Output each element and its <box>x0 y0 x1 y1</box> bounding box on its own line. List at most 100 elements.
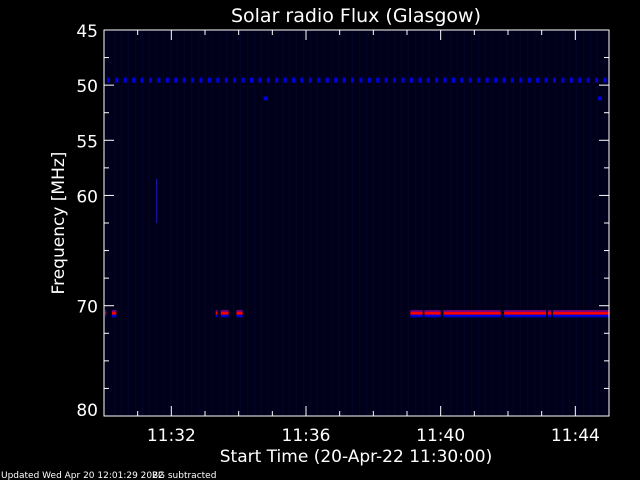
band-core <box>410 312 423 315</box>
noise-column <box>394 30 395 416</box>
periodic-dot <box>586 77 590 83</box>
band-low <box>443 314 501 317</box>
band-fringe <box>236 316 243 318</box>
periodic-dot <box>426 77 430 83</box>
periodic-dot <box>401 77 405 83</box>
periodic-dot <box>233 77 237 83</box>
periodic-dot <box>578 77 582 83</box>
noise-column <box>149 30 150 416</box>
y-tick-label: 55 <box>76 132 98 152</box>
band-core <box>220 312 229 315</box>
noise-column <box>296 30 297 416</box>
band-fringe <box>424 316 441 318</box>
noise-column <box>429 30 430 416</box>
noise-column <box>163 30 164 416</box>
band-core <box>552 312 609 315</box>
noise-column <box>205 30 206 416</box>
band-core <box>105 312 107 315</box>
band-edge <box>547 310 552 313</box>
periodic-dot <box>283 77 287 83</box>
periodic-dot <box>174 77 178 83</box>
noise-column <box>289 30 290 416</box>
noise-column <box>212 30 213 416</box>
periodic-dot <box>182 77 186 83</box>
periodic-dot <box>367 77 371 83</box>
band-low <box>424 314 441 317</box>
periodic-dot <box>468 77 472 83</box>
periodic-dot <box>115 77 119 83</box>
periodic-dot <box>216 77 220 83</box>
noise-column <box>443 30 444 416</box>
periodic-dot <box>250 77 254 83</box>
emission-spot <box>263 96 268 101</box>
noise-column <box>268 30 269 416</box>
noise-column <box>261 30 262 416</box>
noise-column <box>422 30 423 416</box>
noise-column <box>576 30 577 416</box>
noise-column <box>548 30 549 416</box>
periodic-dot <box>300 77 304 83</box>
noise-column <box>499 30 500 416</box>
noise-column <box>555 30 556 416</box>
periodic-dot <box>191 77 195 83</box>
noise-column <box>184 30 185 416</box>
noise-column <box>282 30 283 416</box>
periodic-dot <box>485 77 489 83</box>
y-tick-label: 80 <box>76 401 98 421</box>
band-low <box>236 314 243 317</box>
periodic-dot <box>409 77 413 83</box>
noise-column <box>478 30 479 416</box>
periodic-dot <box>123 77 127 83</box>
band-segment <box>552 310 609 318</box>
periodic-dot <box>149 77 153 83</box>
band-low <box>504 314 547 317</box>
band-segment <box>220 310 229 318</box>
noise-column <box>450 30 451 416</box>
band-edge <box>410 310 423 313</box>
band-edge <box>111 310 117 313</box>
periodic-dot <box>460 77 464 83</box>
periodic-dot <box>207 77 211 83</box>
noise-column <box>597 30 598 416</box>
periodic-dot <box>603 77 607 83</box>
band-fringe <box>105 316 107 318</box>
band-edge <box>220 310 229 313</box>
periodic-dot <box>241 77 245 83</box>
periodic-dot <box>342 77 346 83</box>
periodic-dot <box>308 77 312 83</box>
noise-column <box>506 30 507 416</box>
noise-column <box>240 30 241 416</box>
noise-column <box>562 30 563 416</box>
noise-column <box>345 30 346 416</box>
periodic-dot <box>132 77 136 83</box>
band-fringe <box>443 316 501 318</box>
noise-column <box>198 30 199 416</box>
noise-column <box>310 30 311 416</box>
noise-column <box>317 30 318 416</box>
periodic-dot <box>536 77 540 83</box>
periodic-dot <box>418 77 422 83</box>
y-tick-label: 50 <box>76 77 98 97</box>
band-segment <box>105 310 107 318</box>
spectrogram-marks <box>104 30 609 416</box>
band-segment <box>236 310 243 318</box>
x-axis-label: Start Time (20-Apr-22 11:30:00) <box>220 447 492 467</box>
band-fringe <box>111 316 117 318</box>
band-core <box>236 312 243 315</box>
periodic-dot <box>384 77 388 83</box>
band-edge <box>105 310 107 313</box>
band-edge <box>236 310 243 313</box>
noise-column <box>233 30 234 416</box>
band-low <box>111 314 117 317</box>
periodic-dot <box>157 77 161 83</box>
band-edge <box>443 310 501 313</box>
noise-column <box>226 30 227 416</box>
noise-column <box>128 30 129 416</box>
noise-column <box>219 30 220 416</box>
periodic-dot <box>199 77 203 83</box>
bg-subtracted-note: BG subtracted <box>152 471 216 480</box>
axes: 45 50 55 60 70 80 11:32 11:36 11:40 11:44 <box>76 22 610 446</box>
band-edge <box>504 310 547 313</box>
noise-column <box>142 30 143 416</box>
